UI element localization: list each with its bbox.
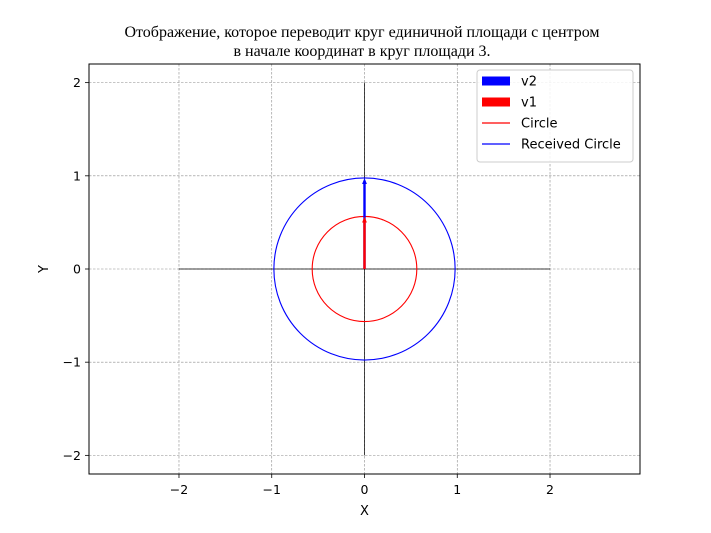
y-tick-label: 1 xyxy=(73,168,81,183)
legend-label: v2 xyxy=(521,75,537,90)
x-tick-label: 1 xyxy=(453,482,461,497)
legend: v2 v1 Circle Received Circle xyxy=(476,69,634,163)
vectors xyxy=(362,177,367,269)
x-tick-label: −1 xyxy=(263,482,281,497)
x-axis-ticks: −2 −1 0 1 2 xyxy=(170,474,554,497)
legend-label: Circle xyxy=(521,117,558,132)
x-tick-label: −2 xyxy=(170,482,188,497)
y-tick-label: −1 xyxy=(63,355,81,370)
legend-label: Received Circle xyxy=(521,138,621,153)
x-tick-label: 0 xyxy=(361,482,369,497)
legend-box xyxy=(476,69,634,163)
x-axis-label: X xyxy=(360,504,369,519)
y-tick-label: 2 xyxy=(73,75,81,90)
vector-v1 xyxy=(362,216,367,269)
y-axis-label: Y xyxy=(37,265,52,274)
x-tick-label: 2 xyxy=(546,482,554,497)
y-axis-ticks: −2 −1 0 1 2 xyxy=(63,75,89,463)
legend-swatch-v1 xyxy=(482,97,510,107)
legend-label: v1 xyxy=(521,96,537,111)
legend-swatch-v2 xyxy=(482,76,510,86)
y-tick-label: −2 xyxy=(63,448,81,463)
chart-title-line-2: в начале координат в круг площади 3. xyxy=(234,43,491,60)
y-tick-label: 0 xyxy=(73,262,81,277)
chart-title-line-1: Отображение, которое переводит круг един… xyxy=(124,24,599,41)
